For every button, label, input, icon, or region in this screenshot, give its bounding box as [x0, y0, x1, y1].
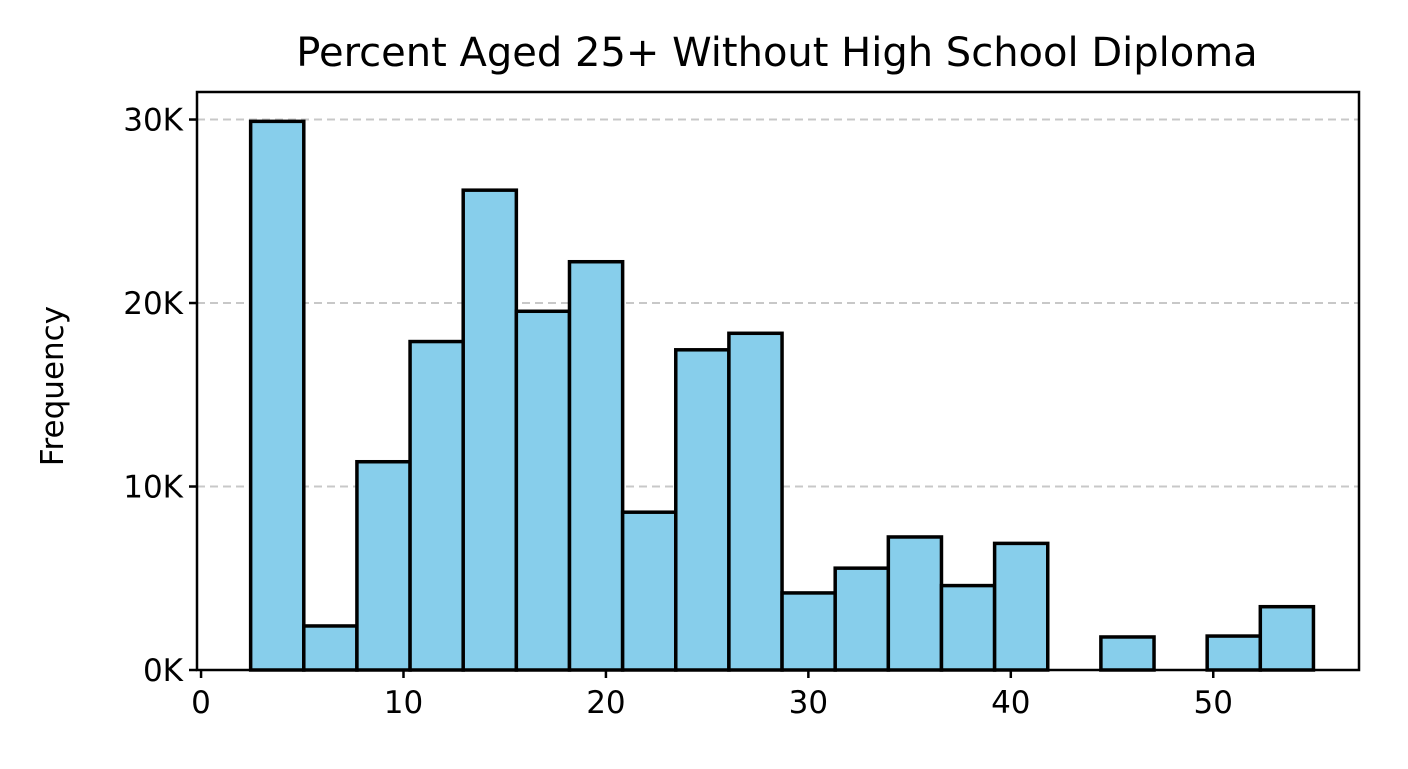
x-axis-ticks: 0 10 20 30 40 50: [191, 670, 1233, 721]
x-tick-label: 50: [1194, 685, 1233, 721]
chart-title: Percent Aged 25+ Without High School Dip…: [296, 30, 1257, 76]
y-tick-label: 0K: [143, 653, 184, 689]
histogram-bar: [355, 459, 412, 672]
histogram-bar: [514, 309, 572, 672]
histogram-bar: [1099, 635, 1156, 672]
y-gridlines: [197, 118, 1359, 488]
x-tick-label: 0: [191, 685, 211, 721]
histogram-bar: [567, 259, 625, 672]
histogram-bar: [408, 339, 465, 672]
histogram-bar: [674, 348, 731, 672]
histogram-bars: [248, 119, 1316, 672]
plot-frame: [195, 90, 1361, 672]
histogram-bar: [727, 331, 784, 672]
histogram-bar: [248, 119, 306, 672]
histogram-bar: [833, 566, 891, 672]
histogram-bar: [1258, 604, 1316, 672]
x-tick-label: 30: [789, 685, 828, 721]
x-tick-label: 20: [586, 685, 625, 721]
histogram-bar: [461, 188, 519, 672]
y-axis-ticks: 0K 10K 20K 30K: [123, 103, 197, 689]
y-tick-label: 30K: [123, 103, 183, 139]
x-tick-label: 40: [991, 685, 1030, 721]
y-tick-label: 20K: [123, 286, 183, 322]
histogram-bar: [939, 583, 997, 672]
histogram-bar: [302, 624, 359, 672]
x-tick-label: 10: [384, 685, 423, 721]
histogram-bar: [992, 541, 1050, 672]
histogram-bar: [780, 591, 837, 672]
histogram-bar: [1205, 634, 1263, 672]
y-axis-label: Frequency: [35, 306, 71, 466]
histogram-bar: [886, 535, 944, 672]
y-tick-label: 10K: [123, 470, 183, 506]
histogram-bar: [620, 510, 678, 672]
